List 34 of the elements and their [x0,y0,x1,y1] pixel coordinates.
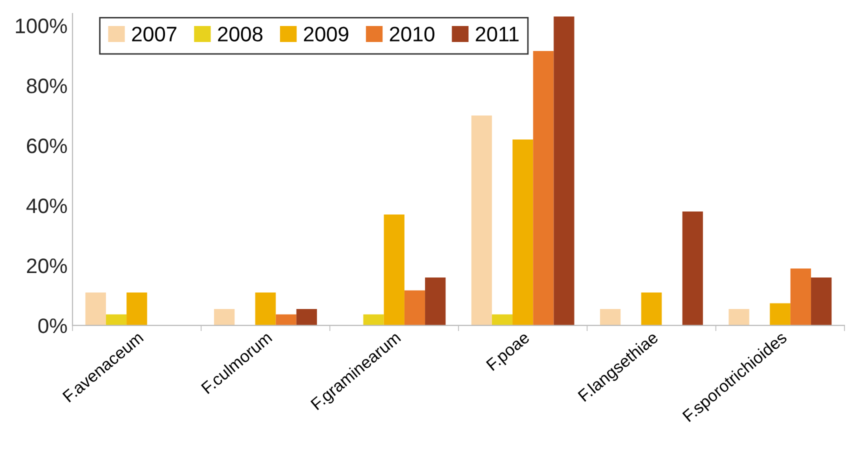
bar [512,140,534,326]
y-tick-label: 20% [26,258,67,274]
y-tick-label: 80% [26,78,67,94]
bar [296,308,317,326]
bar [363,314,384,326]
legend-label: 2009 [304,26,348,42]
y-tick-label: 40% [26,198,67,214]
bar [770,303,790,326]
bar [600,308,621,326]
bar [641,292,662,326]
bar [728,308,750,326]
bar [425,277,446,326]
bar [811,277,832,326]
bar [255,292,276,326]
bar [554,16,574,326]
y-tick-label: 0% [38,318,67,334]
bar [471,116,492,326]
bar [384,214,404,326]
bar [533,51,554,326]
bar [492,314,513,326]
bar [126,292,148,326]
y-tick-label: 60% [27,138,67,154]
bar [106,314,127,326]
bar [276,314,296,326]
bar [404,290,426,326]
bar [790,268,812,326]
legend-label: 2008 [218,26,262,42]
legend-label: 2011 [476,26,519,42]
bar [85,292,106,326]
y-tick-label: 100% [16,18,67,34]
legend-label: 2007 [132,26,176,42]
legend-label: 2010 [390,26,434,42]
bar [682,211,703,326]
bar [214,308,235,326]
